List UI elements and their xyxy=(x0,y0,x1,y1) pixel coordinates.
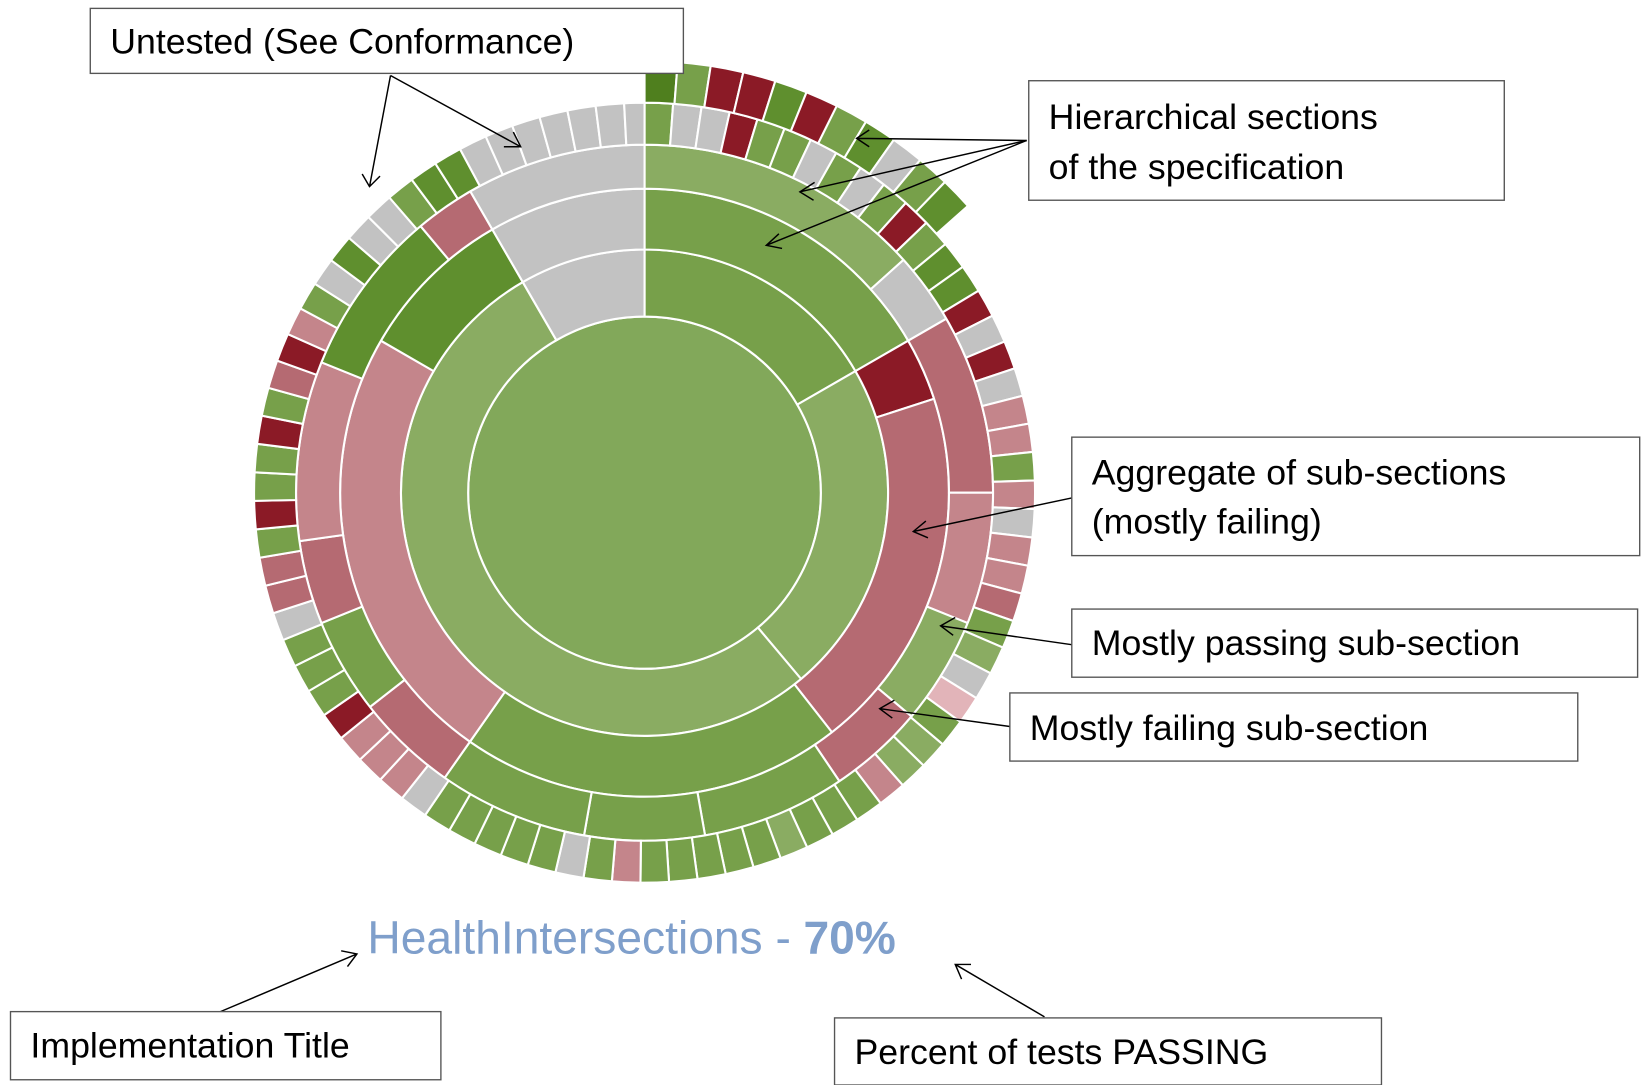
title-percent: 70% xyxy=(803,912,895,964)
section xyxy=(467,315,822,670)
arrow xyxy=(855,129,1027,148)
section xyxy=(665,836,699,884)
annotation: Implementation Title xyxy=(30,1026,349,1066)
arrow xyxy=(878,699,1010,728)
section xyxy=(991,479,1037,511)
section xyxy=(643,101,675,147)
section xyxy=(254,524,303,559)
section xyxy=(253,498,299,531)
annotation-box xyxy=(1071,608,1639,678)
title-name: HealthIntersections - xyxy=(367,912,790,964)
arrow xyxy=(764,139,1027,250)
annotation: Aggregate of sub-sections xyxy=(1092,452,1507,492)
annotation: Mostly failing sub-section xyxy=(1030,708,1429,748)
section xyxy=(914,180,970,236)
annotation: Untested (See Conformance) xyxy=(110,21,574,61)
annotation-box xyxy=(1028,80,1505,201)
sunburst xyxy=(252,59,1037,884)
arrow xyxy=(798,139,1027,201)
annotation: of the specification xyxy=(1049,147,1345,187)
section xyxy=(594,102,628,149)
section xyxy=(252,471,298,502)
annotation: Mostly passing sub-section xyxy=(1092,623,1520,663)
arrows xyxy=(220,74,1072,1018)
annotation-box xyxy=(9,1010,442,1081)
annotation: Hierarchical sections xyxy=(1049,97,1378,137)
section xyxy=(989,450,1036,483)
section xyxy=(582,790,707,842)
arrow xyxy=(361,75,392,188)
arrow xyxy=(911,497,1072,539)
section xyxy=(623,101,646,147)
arrow xyxy=(954,963,1045,1018)
annotation: Percent of tests PASSING xyxy=(854,1032,1268,1072)
implementation-title: HealthIntersections -70% xyxy=(367,912,895,964)
annotation-box xyxy=(1009,692,1579,762)
annotation: (mostly failing) xyxy=(1092,502,1322,542)
annotation-box xyxy=(1071,436,1641,557)
arrow xyxy=(939,616,1072,646)
annotation-box xyxy=(833,1017,1383,1085)
section xyxy=(610,838,642,884)
arrow xyxy=(390,74,522,148)
section xyxy=(639,838,671,884)
arrow xyxy=(220,950,359,1013)
annotation-box xyxy=(89,7,685,75)
